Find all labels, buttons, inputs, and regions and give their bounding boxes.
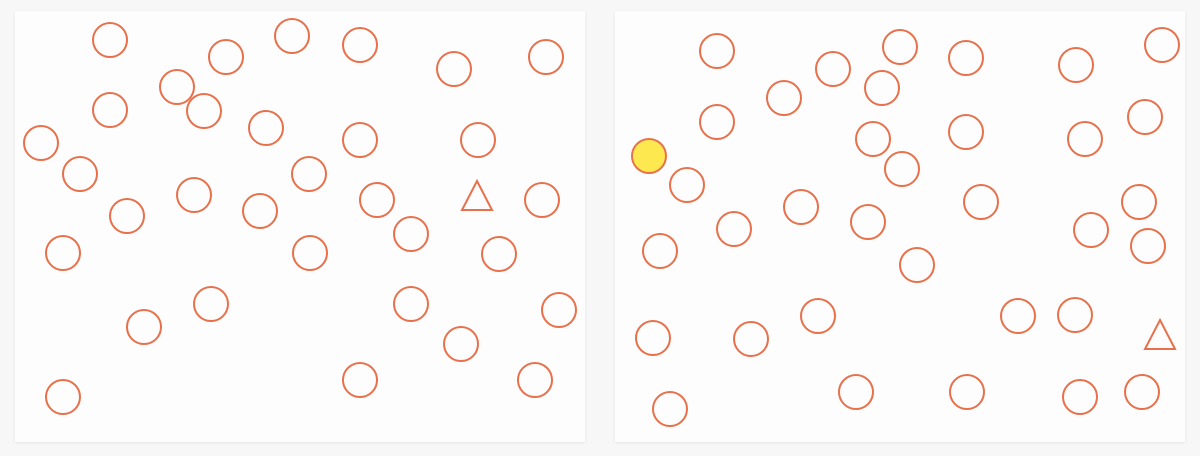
shape-circle[interactable] <box>1057 297 1093 333</box>
shape-circle[interactable] <box>109 198 145 234</box>
shape-circle[interactable] <box>291 156 327 192</box>
shape-circle[interactable] <box>1062 379 1098 415</box>
shape-circle[interactable] <box>1121 184 1157 220</box>
shape-circle[interactable] <box>176 177 212 213</box>
right-panel <box>615 11 1185 442</box>
shape-circle[interactable] <box>733 321 769 357</box>
shape-circle[interactable] <box>45 379 81 415</box>
shape-circle[interactable] <box>1000 298 1036 334</box>
shape-circle[interactable] <box>882 29 918 65</box>
shape-circle[interactable] <box>443 326 479 362</box>
shape-circle[interactable] <box>23 125 59 161</box>
shape-circle[interactable] <box>393 286 429 322</box>
shape-circle[interactable] <box>242 193 278 229</box>
shape-circle[interactable] <box>800 298 836 334</box>
shape-circle[interactable] <box>481 236 517 272</box>
shape-circle[interactable] <box>193 286 229 322</box>
shape-circle[interactable] <box>948 114 984 150</box>
shape-circle[interactable] <box>815 51 851 87</box>
shape-circle[interactable] <box>1127 99 1163 135</box>
shape-circle[interactable] <box>855 121 891 157</box>
shape-circle[interactable] <box>92 22 128 58</box>
shape-circle[interactable] <box>635 320 671 356</box>
shape-circle[interactable] <box>949 374 985 410</box>
shape-circle[interactable] <box>274 18 310 54</box>
shape-circle[interactable] <box>524 182 560 218</box>
shape-circle[interactable] <box>342 27 378 63</box>
shape-circle[interactable] <box>359 182 395 218</box>
left-panel <box>15 11 585 442</box>
shape-triangle[interactable] <box>1143 317 1177 350</box>
shape-circle[interactable] <box>899 247 935 283</box>
shape-circle[interactable] <box>342 362 378 398</box>
shape-circle[interactable] <box>126 309 162 345</box>
shape-circle[interactable] <box>159 69 195 105</box>
shape-circle[interactable] <box>1067 121 1103 157</box>
shape-circle[interactable] <box>541 292 577 328</box>
shape-circle[interactable] <box>1130 228 1166 264</box>
shape-circle[interactable] <box>92 92 128 128</box>
shape-circle[interactable] <box>838 374 874 410</box>
shape-circle[interactable] <box>850 204 886 240</box>
shape-circle[interactable] <box>460 122 496 158</box>
shape-circle[interactable] <box>292 235 328 271</box>
shape-circle[interactable] <box>652 391 688 427</box>
shape-circle[interactable] <box>864 70 900 106</box>
shape-circle[interactable] <box>948 40 984 76</box>
shape-circle[interactable] <box>669 167 705 203</box>
shape-circle[interactable] <box>393 216 429 252</box>
shape-circle[interactable] <box>1124 374 1160 410</box>
shape-circle[interactable] <box>766 80 802 116</box>
shape-circle[interactable] <box>884 151 920 187</box>
shape-circle[interactable] <box>699 33 735 69</box>
shape-circle[interactable] <box>62 156 98 192</box>
shape-circle[interactable] <box>642 233 678 269</box>
shape-circle[interactable] <box>783 189 819 225</box>
shape-circle[interactable] <box>716 211 752 247</box>
shape-circle[interactable] <box>342 122 378 158</box>
shape-circle[interactable] <box>1058 47 1094 83</box>
shape-circle[interactable] <box>963 184 999 220</box>
shape-circle[interactable] <box>1073 212 1109 248</box>
shape-triangle[interactable] <box>460 178 494 211</box>
shape-circle[interactable] <box>517 362 553 398</box>
shape-circle[interactable] <box>45 235 81 271</box>
shape-circle[interactable] <box>436 51 472 87</box>
shape-circle[interactable] <box>208 39 244 75</box>
shape-circle[interactable] <box>186 93 222 129</box>
shape-circle[interactable] <box>1144 27 1180 63</box>
shape-circle[interactable] <box>699 104 735 140</box>
shape-circle[interactable] <box>248 110 284 146</box>
shape-circle[interactable] <box>528 39 564 75</box>
selected-circle[interactable] <box>631 138 667 174</box>
